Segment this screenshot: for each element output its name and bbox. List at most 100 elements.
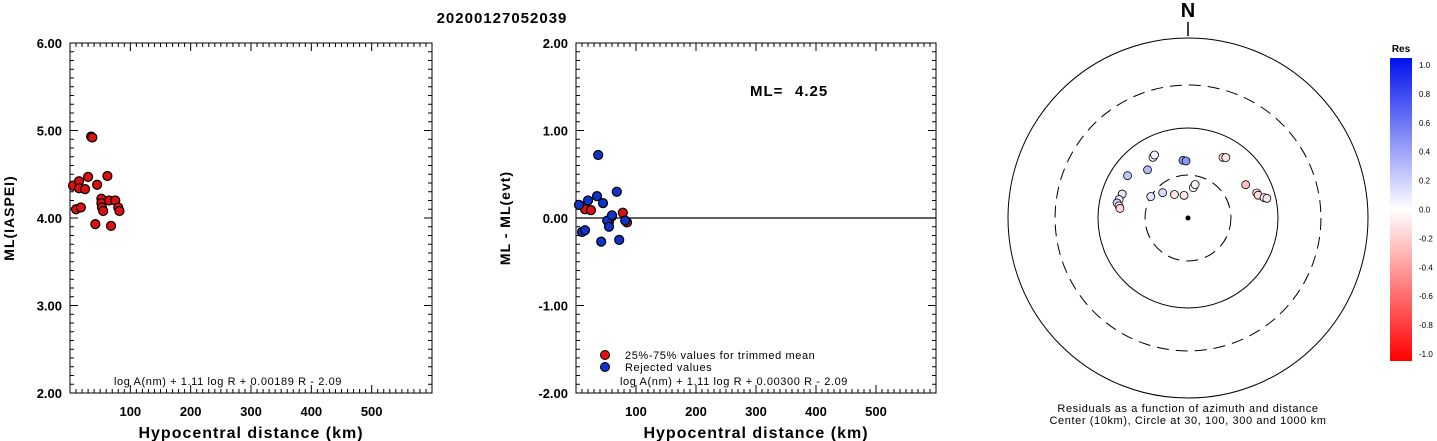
colorbar-label: -0.6 <box>1419 292 1433 301</box>
legend-label-trimmed: 25%-75% values for trimmed mean <box>625 350 815 362</box>
data-point <box>603 221 615 232</box>
legend-marker-trimmed <box>600 350 610 360</box>
y-tick-labels-1: 2.00 3.00 4.00 5.00 6.00 <box>37 36 62 401</box>
x-tick-label: 100 <box>625 404 647 419</box>
distance-ring <box>1007 37 1369 399</box>
data-point <box>585 205 597 216</box>
y-tick-labels-2: -2.00 -1.00 0.00 1.00 2.00 <box>538 36 568 401</box>
distance-ring <box>1097 127 1279 309</box>
y-tick-label: -2.00 <box>538 386 568 401</box>
data-point <box>82 171 94 182</box>
colorbar-label: -1.0 <box>1419 350 1433 359</box>
colorbar-label: 0.2 <box>1419 177 1431 186</box>
station-point <box>1146 192 1156 201</box>
panel-residual-vs-distance: 100 200 300 400 500 -2.00 -1.00 0.00 1.0… <box>497 36 937 441</box>
y-tick-label: 2.00 <box>37 386 62 401</box>
data-point <box>606 210 618 221</box>
colorbar-label: 1.0 <box>1419 61 1431 70</box>
data-point <box>593 149 604 161</box>
station-point <box>1150 150 1159 160</box>
panel-azimuth-residuals: N Residuals as a function of azimuth and… <box>1007 0 1369 427</box>
figure-title: 20200127052039 <box>437 10 568 27</box>
data-point <box>611 186 622 197</box>
formula-1: log A(nm) + 1.11 log R + 0.00189 R - 2.0… <box>114 376 342 388</box>
data-point <box>79 184 91 195</box>
station-point <box>1158 188 1168 198</box>
data-point <box>573 199 585 210</box>
legend-marker-rejected <box>600 362 610 372</box>
data-point <box>98 205 109 217</box>
y-tick-label: 4.00 <box>37 211 62 226</box>
data-point <box>75 202 86 213</box>
legend: 25%-75% values for trimmed mean Rejected… <box>600 350 815 374</box>
x-tick-label: 100 <box>119 404 141 419</box>
station-point <box>1181 156 1191 166</box>
x-tick-label: 200 <box>180 404 202 419</box>
colorbar-label: 0.4 <box>1419 148 1431 157</box>
station-point <box>1143 165 1152 175</box>
ml-value: 4.25 <box>795 83 828 100</box>
x-axis-label-1: Hypocentral distance (km) <box>138 425 363 441</box>
distance-rings <box>1007 37 1369 399</box>
x-axis-label-2: Hypocentral distance (km) <box>643 425 868 441</box>
y-axis-label-2: ML - ML(evt) <box>497 171 513 265</box>
colorbar: Res 1.0 0.8 0.6 0.4 0.2 0.0 -0.2 -0.4 -0… <box>1390 44 1433 361</box>
y-tick-label: 5.00 <box>37 124 62 139</box>
y-tick-label: 6.00 <box>37 36 62 51</box>
station-point <box>1241 180 1251 190</box>
x-tick-label: 500 <box>361 404 383 419</box>
x-tick-label: 300 <box>745 404 767 419</box>
polar-caption-2: Center (10km), Circle at 30, 100, 300 an… <box>1049 415 1326 427</box>
data-point <box>102 170 113 182</box>
data-point <box>614 234 625 245</box>
x-tick-label: 400 <box>805 404 827 419</box>
station-point <box>1179 190 1189 200</box>
x-tick-labels-2: 100 200 300 400 500 <box>625 404 887 419</box>
data-point <box>92 179 103 190</box>
x-tick-labels-1: 100 200 300 400 500 <box>119 404 382 419</box>
north-label: N <box>1181 0 1195 22</box>
colorbar-labels: 1.0 0.8 0.6 0.4 0.2 0.0 -0.2 -0.4 -0.6 -… <box>1419 61 1433 359</box>
station-point <box>1221 153 1231 162</box>
data-point <box>591 191 603 202</box>
data-point <box>596 236 607 247</box>
data-point <box>114 205 125 217</box>
colorbar-label: -0.4 <box>1419 263 1433 272</box>
panel-ml-vs-distance: 100 200 300 400 500 2.00 3.00 4.00 5.00 … <box>1 36 433 441</box>
epicenter-marker <box>1185 215 1191 221</box>
y-tick-label: 0.00 <box>543 211 568 226</box>
ml-label: ML= <box>750 83 783 100</box>
distance-ring <box>1054 84 1322 352</box>
station-point <box>1123 171 1132 181</box>
y-tick-label: 1.00 <box>543 124 568 139</box>
data-point <box>620 215 631 226</box>
distance-ring <box>1144 174 1232 262</box>
y-axis-label-1: ML(IASPEI) <box>1 175 17 260</box>
y-tick-label: 2.00 <box>543 36 568 51</box>
data-point <box>90 219 101 230</box>
plot-frame-1 <box>69 42 433 394</box>
station-point <box>1262 193 1272 203</box>
station-point <box>1115 204 1125 213</box>
x-tick-label: 300 <box>240 404 262 419</box>
tick-marks-2 <box>575 42 937 394</box>
data-point <box>87 132 98 143</box>
colorbar-gradient <box>1390 58 1412 361</box>
data-points-1 <box>67 131 125 231</box>
x-tick-label: 200 <box>685 404 707 419</box>
formula-2: log A(nm) + 1.11 log R + 0.00300 R - 2.0… <box>620 376 848 388</box>
data-point <box>582 195 594 206</box>
colorbar-label: 0.8 <box>1419 90 1431 99</box>
data-points-2 <box>573 149 633 247</box>
polar-caption-1: Residuals as a function of azimuth and d… <box>1057 403 1318 415</box>
y-tick-label: -1.00 <box>538 299 568 314</box>
legend-label-rejected: Rejected values <box>625 362 712 374</box>
colorbar-label: 0.6 <box>1419 119 1431 128</box>
data-point <box>597 198 609 209</box>
data-point <box>579 225 591 236</box>
colorbar-title: Res <box>1392 44 1411 55</box>
y-tick-label: 3.00 <box>37 299 62 314</box>
tick-marks-1 <box>69 42 433 394</box>
x-tick-label: 400 <box>300 404 322 419</box>
